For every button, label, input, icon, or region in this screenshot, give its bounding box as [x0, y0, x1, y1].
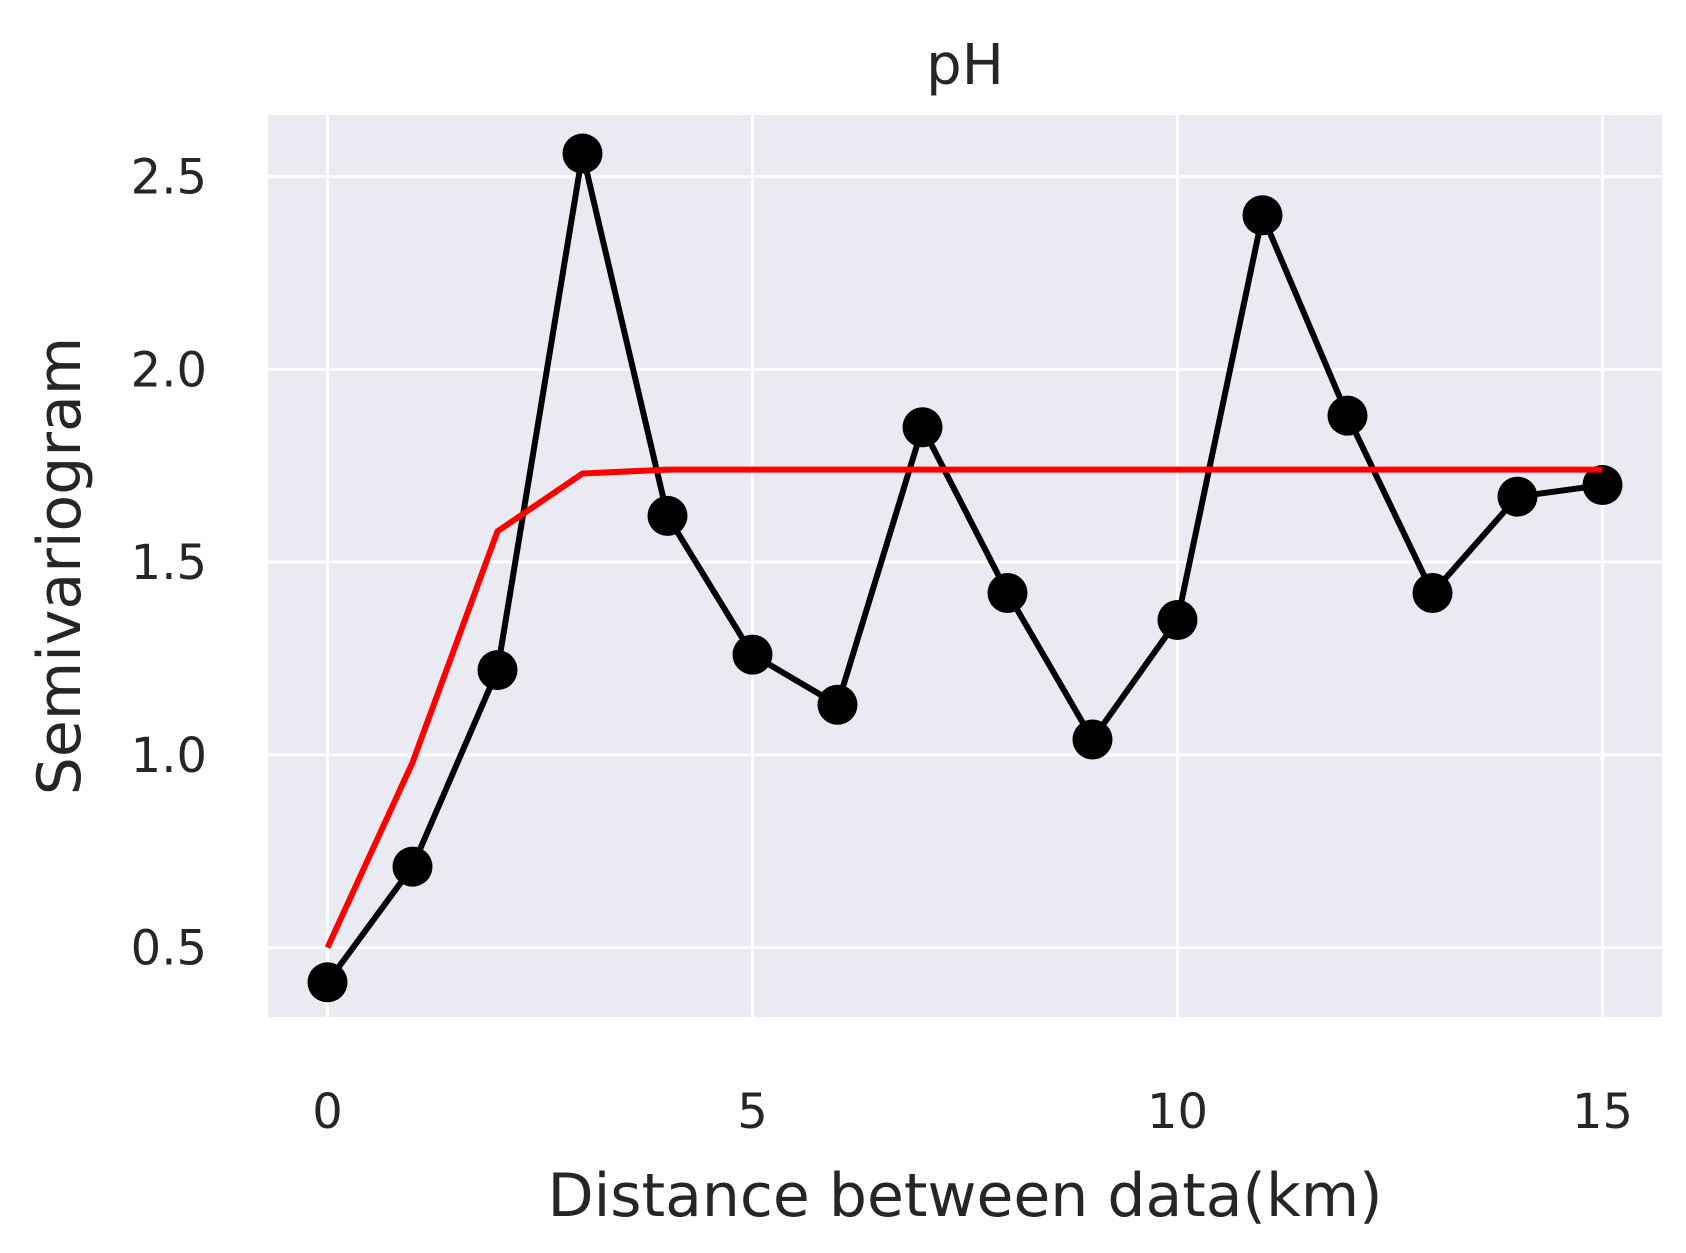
data-point — [987, 572, 1028, 613]
x-tick-labels: 0 5 10 15 — [312, 1084, 1633, 1140]
data-point — [1327, 395, 1368, 436]
data-point — [1497, 476, 1538, 517]
data-point — [1072, 719, 1113, 760]
y-tick-label: 0.5 — [131, 921, 207, 977]
x-tick-label: 15 — [1572, 1084, 1633, 1140]
data-point — [392, 846, 433, 887]
y-axis-label: Semivariogram — [25, 337, 95, 795]
y-tick-label: 1.5 — [131, 535, 207, 591]
x-axis-label: Distance between data(km) — [547, 1161, 1382, 1231]
data-point — [562, 133, 603, 174]
data-point — [307, 962, 348, 1003]
grid-lines — [268, 115, 1662, 1017]
x-tick-label: 10 — [1147, 1084, 1208, 1140]
x-tick-label: 5 — [737, 1084, 768, 1140]
series-line-1 — [325, 150, 1603, 985]
data-point — [1242, 195, 1283, 236]
y-tick-labels: 0.5 1.0 1.5 2.0 2.5 — [131, 150, 207, 977]
series-layer — [307, 133, 1623, 1003]
data-point — [1582, 465, 1623, 506]
y-tick-label: 1.0 — [131, 728, 207, 784]
chart-title: pH — [926, 33, 1004, 98]
data-point — [732, 634, 773, 675]
x-tick-label: 0 — [312, 1084, 343, 1140]
data-point — [477, 650, 518, 691]
data-point — [647, 495, 688, 536]
y-tick-label: 2.0 — [131, 342, 207, 398]
y-tick-label: 2.5 — [131, 150, 207, 206]
data-point — [902, 407, 943, 448]
series-line-2 — [324, 466, 1603, 949]
data-point — [1157, 599, 1198, 640]
plot-area — [268, 115, 1662, 1017]
data-point — [817, 684, 858, 725]
data-point — [1412, 572, 1453, 613]
